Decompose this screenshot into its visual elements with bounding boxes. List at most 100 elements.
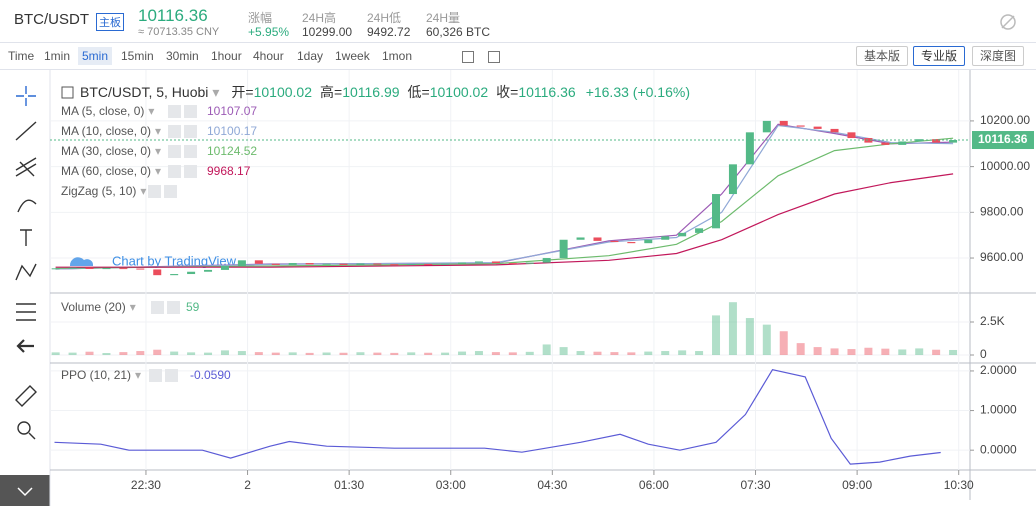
candle xyxy=(390,264,399,266)
candle xyxy=(322,263,331,265)
pane-name: Volume (20) ▾ xyxy=(61,300,136,314)
volume-bar xyxy=(339,352,348,356)
interval-button[interactable]: 1week xyxy=(335,49,370,63)
candle xyxy=(830,128,839,133)
candle xyxy=(847,132,856,139)
candle xyxy=(153,269,162,276)
settings-icon xyxy=(148,185,161,198)
x-tick-label: 2 xyxy=(244,478,251,492)
ma-line xyxy=(55,124,954,270)
candle xyxy=(51,268,60,270)
toolbar-icon[interactable] xyxy=(462,51,474,63)
close-icon xyxy=(167,301,180,314)
candle xyxy=(204,269,213,272)
candle xyxy=(491,261,500,264)
ma-line xyxy=(55,173,954,268)
stat-value: +5.95% xyxy=(248,25,290,39)
pane-name-text: Volume (20) xyxy=(61,300,126,314)
volume-bar xyxy=(559,347,568,356)
x-tick-label: 04:30 xyxy=(537,478,567,492)
volume-bar xyxy=(915,348,924,356)
indicator-name-text: MA (10, close, 0) xyxy=(61,124,151,138)
candle xyxy=(187,271,196,275)
candle xyxy=(68,267,77,269)
candle xyxy=(119,268,128,270)
view-button[interactable]: 基本版 xyxy=(856,46,908,66)
close-icon xyxy=(164,185,177,198)
candle xyxy=(288,263,297,265)
volume-bar xyxy=(847,349,856,356)
volume-bar xyxy=(796,343,805,356)
volume-bar xyxy=(373,352,382,356)
volume-bar xyxy=(441,352,450,356)
volume-bar xyxy=(644,351,653,356)
candle xyxy=(593,237,602,241)
volume-bar xyxy=(153,349,162,356)
candle xyxy=(542,258,551,263)
volume-bar xyxy=(288,352,297,356)
interval-button[interactable]: 1min xyxy=(44,49,71,63)
view-button[interactable]: 专业版 xyxy=(913,46,965,66)
candle xyxy=(220,266,229,270)
candle xyxy=(559,239,568,259)
volume-bar xyxy=(237,351,246,356)
ohlc-value: 10116.36 xyxy=(518,84,576,100)
interval-button[interactable]: Time xyxy=(8,49,35,63)
interval-button[interactable]: 30min xyxy=(166,49,199,63)
dropdown: ▾ xyxy=(155,124,161,138)
interval-button[interactable]: 15min xyxy=(121,49,154,63)
legend-symbol: BTC/USDT, 5, Huobi xyxy=(80,84,208,100)
volume-bar xyxy=(254,352,263,356)
interval-button[interactable]: 4hour xyxy=(253,49,284,63)
candle xyxy=(898,141,907,145)
watermark-logo xyxy=(69,257,94,266)
interval-button[interactable]: 5min xyxy=(78,47,113,65)
candle xyxy=(881,142,890,145)
volume-bar xyxy=(102,353,111,356)
candle xyxy=(576,237,585,240)
y-tick-label: 1.0000 xyxy=(980,403,1017,417)
settings-icon[interactable] xyxy=(998,12,1018,32)
bottom-corner[interactable] xyxy=(0,475,50,506)
symbol: BTC/USDT xyxy=(14,11,89,28)
volume-bar xyxy=(712,315,721,356)
ohlc-value: 10100.02 xyxy=(254,84,313,100)
candle xyxy=(271,263,280,265)
close-icon xyxy=(184,145,197,158)
x-tick-label: 07:30 xyxy=(741,478,771,492)
ohlc-label: 低= xyxy=(408,84,430,100)
volume-bar xyxy=(695,351,704,356)
indicator-name: MA (10, close, 0) ▾ xyxy=(61,124,161,138)
volume-bar xyxy=(220,350,229,356)
candle xyxy=(661,236,670,240)
candle xyxy=(170,274,179,276)
interval-button[interactable]: 1hour xyxy=(211,49,242,63)
candle xyxy=(813,126,822,129)
volume-bar xyxy=(204,352,213,356)
pane-name: PPO (10, 21) ▾ xyxy=(61,368,141,382)
y-tick-label: 2.5K xyxy=(980,314,1005,328)
volume-bar xyxy=(661,351,670,356)
x-tick-label: 03:00 xyxy=(436,478,466,492)
interval-button[interactable]: 1mon xyxy=(382,49,413,63)
stat-label: 24H低 xyxy=(367,11,402,25)
volume-bar xyxy=(728,302,737,356)
ohlc-label: 收= xyxy=(496,84,518,100)
settings-icon xyxy=(151,301,164,314)
toolbar-icon[interactable] xyxy=(488,51,500,63)
stat-value: 60,326 BTC xyxy=(426,25,491,39)
volume-bar xyxy=(407,352,416,356)
volume-bar xyxy=(85,351,94,356)
volume-bar xyxy=(813,347,822,356)
header: BTC/USDT 主板 10116.36 ≈ 70713.35 CNY 涨幅 +5… xyxy=(0,0,1036,43)
interval-button[interactable]: 1day xyxy=(297,49,324,63)
stat-label: 24H高 xyxy=(302,11,337,25)
indicator-value: 10124.52 xyxy=(207,144,257,158)
candle xyxy=(728,164,737,195)
pane-name-text: PPO (10, 21) xyxy=(61,368,131,382)
stat-value: 10299.00 xyxy=(302,25,353,39)
view-button[interactable]: 深度图 xyxy=(972,46,1024,66)
candle xyxy=(762,120,771,133)
close-icon xyxy=(184,165,197,178)
